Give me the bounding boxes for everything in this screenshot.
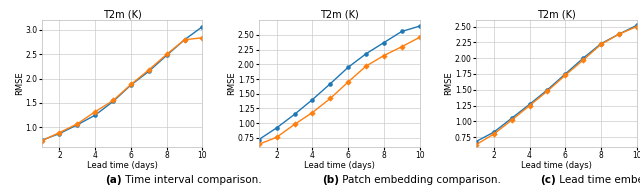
Text: (a): (a): [106, 175, 122, 185]
$\delta_t = 24$: [180, 39, 188, 41]
Additive Embedding: [472, 141, 480, 143]
$\delta_t = 24$: [198, 37, 206, 39]
Weather Embedding: [398, 46, 406, 48]
$\delta_t = 24$: [38, 140, 45, 142]
$\delta_t = 6$: [127, 84, 135, 86]
ViT Embedding: [273, 127, 280, 129]
Text: (c): (c): [541, 175, 556, 185]
X-axis label: Lead time (days): Lead time (days): [86, 161, 157, 170]
Line: ViT Embedding: ViT Embedding: [257, 24, 422, 142]
$\delta_t = 24$: [92, 111, 99, 113]
Additive Embedding: [543, 89, 551, 91]
$\delta_t = 6$: [163, 54, 170, 56]
Text: Patch embedding comparison.: Patch embedding comparison.: [339, 175, 501, 185]
ViT Embedding: [255, 138, 262, 141]
Weather Embedding: [326, 97, 334, 100]
Weather Embedding: [416, 36, 424, 38]
Title: T2m (K): T2m (K): [320, 9, 358, 19]
$\delta_t = 6$: [38, 139, 45, 141]
Additive Embedding: [615, 33, 623, 35]
$\delta_t = 24$: [127, 83, 135, 86]
AdaLN: [579, 59, 587, 61]
Weather Embedding: [362, 65, 370, 67]
Text: Lead time embedding comparison.: Lead time embedding comparison.: [556, 175, 640, 185]
Weather Embedding: [344, 81, 352, 83]
Weather Embedding: [291, 123, 298, 125]
Line: $\delta_t = 6$: $\delta_t = 6$: [40, 25, 204, 142]
$\delta_t = 24$: [163, 53, 170, 55]
$\delta_t = 24$: [74, 123, 81, 125]
$\delta_t = 6$: [74, 124, 81, 126]
ViT Embedding: [362, 53, 370, 55]
AdaLN: [508, 119, 516, 121]
AdaLN: [633, 25, 640, 28]
Y-axis label: RMSE: RMSE: [15, 72, 24, 95]
ViT Embedding: [380, 41, 388, 44]
Text: Time interval comparison.: Time interval comparison.: [122, 175, 262, 185]
Text: (b): (b): [322, 175, 339, 185]
$\delta_t = 6$: [109, 100, 117, 103]
$\delta_t = 24$: [56, 131, 63, 134]
$\delta_t = 6$: [92, 114, 99, 116]
ViT Embedding: [291, 113, 298, 115]
X-axis label: Lead time (days): Lead time (days): [304, 161, 374, 170]
Line: Additive Embedding: Additive Embedding: [474, 23, 639, 144]
AdaLN: [615, 33, 623, 35]
AdaLN: [472, 144, 480, 146]
X-axis label: Lead time (days): Lead time (days): [521, 161, 592, 170]
$\delta_t = 24$: [145, 69, 153, 71]
ViT Embedding: [326, 83, 334, 85]
$\delta_t = 6$: [56, 132, 63, 135]
Additive Embedding: [633, 24, 640, 26]
Additive Embedding: [508, 117, 516, 119]
Line: Weather Embedding: Weather Embedding: [257, 35, 422, 146]
Y-axis label: RMSE: RMSE: [227, 72, 236, 95]
ViT Embedding: [344, 66, 352, 69]
Weather Embedding: [308, 111, 316, 114]
AdaLN: [543, 90, 551, 92]
Weather Embedding: [255, 143, 262, 146]
ViT Embedding: [398, 30, 406, 33]
AdaLN: [561, 74, 569, 76]
Additive Embedding: [597, 42, 605, 45]
$\delta_t = 6$: [198, 25, 206, 28]
Line: AdaLN: AdaLN: [474, 25, 639, 147]
Line: $\delta_t = 24$: $\delta_t = 24$: [40, 36, 204, 143]
Additive Embedding: [525, 103, 533, 106]
ViT Embedding: [308, 98, 316, 101]
Additive Embedding: [561, 73, 569, 75]
ViT Embedding: [416, 25, 424, 27]
$\delta_t = 6$: [145, 70, 153, 73]
Title: T2m (K): T2m (K): [537, 9, 576, 19]
Weather Embedding: [380, 54, 388, 57]
Title: T2m (K): T2m (K): [102, 9, 141, 19]
Additive Embedding: [579, 57, 587, 59]
Additive Embedding: [490, 131, 498, 133]
Y-axis label: RMSE: RMSE: [444, 72, 453, 95]
AdaLN: [525, 104, 533, 107]
AdaLN: [597, 43, 605, 45]
$\delta_t = 6$: [180, 39, 188, 41]
$\delta_t = 24$: [109, 99, 117, 102]
AdaLN: [490, 133, 498, 135]
Weather Embedding: [273, 136, 280, 138]
